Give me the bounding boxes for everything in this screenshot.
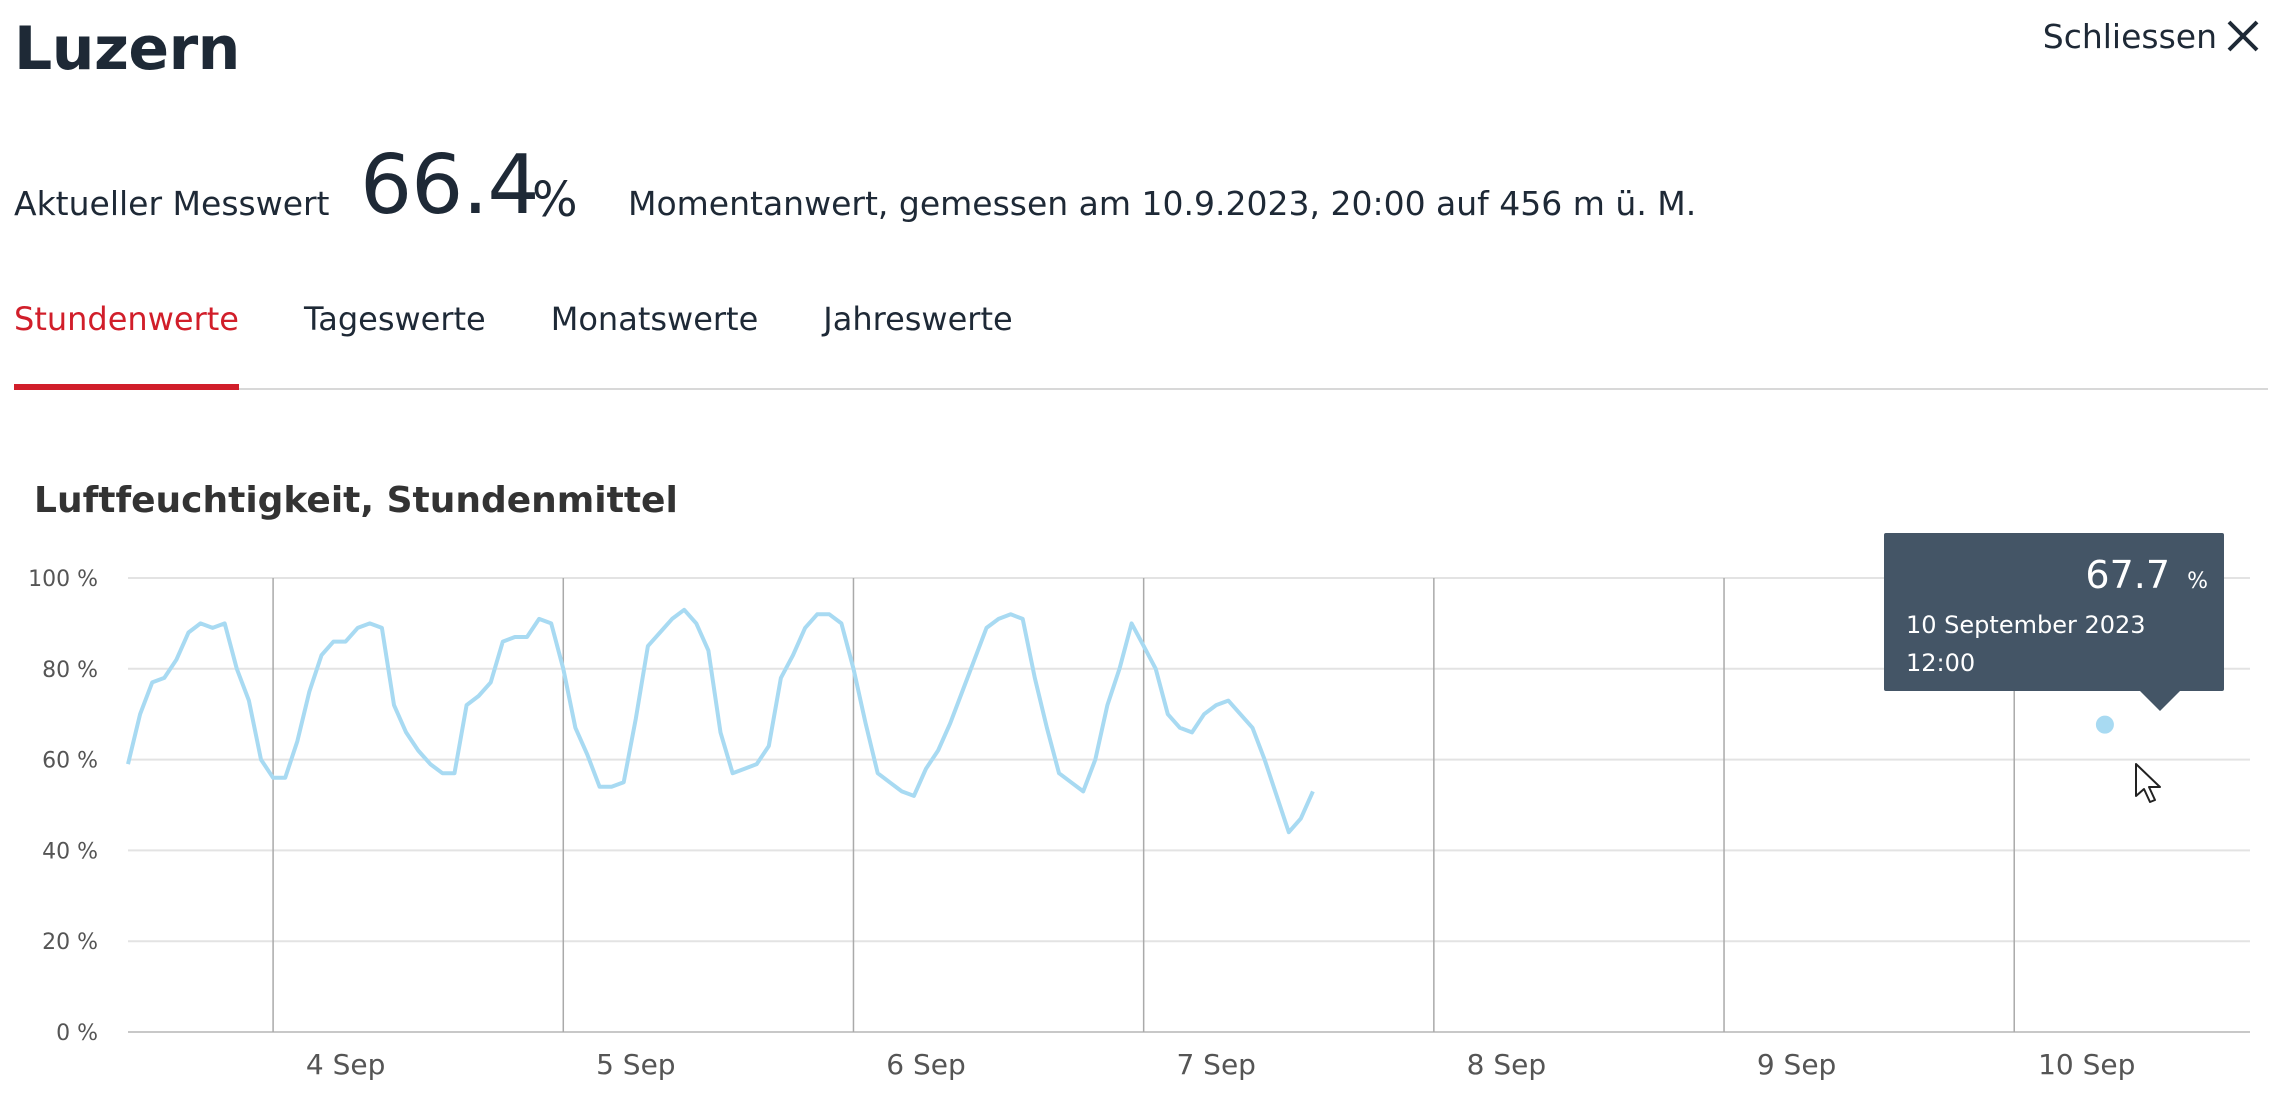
- tooltip-date: 10 September 2023: [1906, 611, 2146, 639]
- x-tick-label: 4 Sep: [306, 1048, 386, 1081]
- chart-tooltip: 67.7 % 10 September 2023 12:00: [1884, 533, 2224, 711]
- y-tick-label: 40 %: [42, 839, 98, 864]
- tab-bar: Stundenwerte Tageswerte Monatswerte Jahr…: [14, 290, 2268, 390]
- measurement-value: 66.4: [360, 138, 540, 233]
- x-tick-label: 8 Sep: [1467, 1048, 1547, 1081]
- y-tick-label: 0 %: [56, 1021, 98, 1046]
- tab-tageswerte[interactable]: Tageswerte: [303, 300, 486, 338]
- x-tick-label: 9 Sep: [1757, 1048, 1837, 1081]
- x-tick-label: 6 Sep: [886, 1048, 966, 1081]
- tooltip-value: 67.7: [2085, 553, 2170, 597]
- tooltip-unit: %: [2187, 569, 2208, 594]
- tab-monatswerte[interactable]: Monatswerte: [550, 300, 759, 338]
- mouse-pointer-icon: [2135, 763, 2161, 803]
- measurement-unit: %: [532, 172, 578, 228]
- x-tick-label: 10 Sep: [2038, 1048, 2135, 1081]
- humidity-series-line: [126, 607, 1315, 835]
- x-tick-label: 7 Sep: [1176, 1048, 1256, 1081]
- chart-title: Luftfeuchtigkeit, Stundenmittel: [34, 480, 678, 521]
- y-tick-label: 60 %: [42, 749, 98, 774]
- tooltip-time: 12:00: [1906, 649, 1976, 677]
- measurement-label: Aktueller Messwert: [14, 184, 330, 223]
- page-title: Luzern: [14, 14, 240, 84]
- x-tick-label: 5 Sep: [596, 1048, 676, 1081]
- current-measurement: Aktueller Messwert 66.4 % Momentanwert, …: [14, 138, 2214, 233]
- highlight-point: [2093, 713, 2116, 736]
- measurement-description: Momentanwert, gemessen am 10.9.2023, 20:…: [628, 184, 1697, 223]
- tab-jahreswerte[interactable]: Jahreswerte: [823, 300, 1013, 338]
- close-icon[interactable]: [2223, 16, 2263, 56]
- y-tick-label: 80 %: [42, 658, 98, 683]
- close-button[interactable]: Schliessen: [2043, 14, 2263, 58]
- y-tick-label: 100 %: [28, 567, 98, 592]
- tab-stundenwerte[interactable]: Stundenwerte: [14, 290, 239, 390]
- close-label: Schliessen: [2042, 16, 2217, 56]
- y-tick-label: 20 %: [42, 930, 98, 955]
